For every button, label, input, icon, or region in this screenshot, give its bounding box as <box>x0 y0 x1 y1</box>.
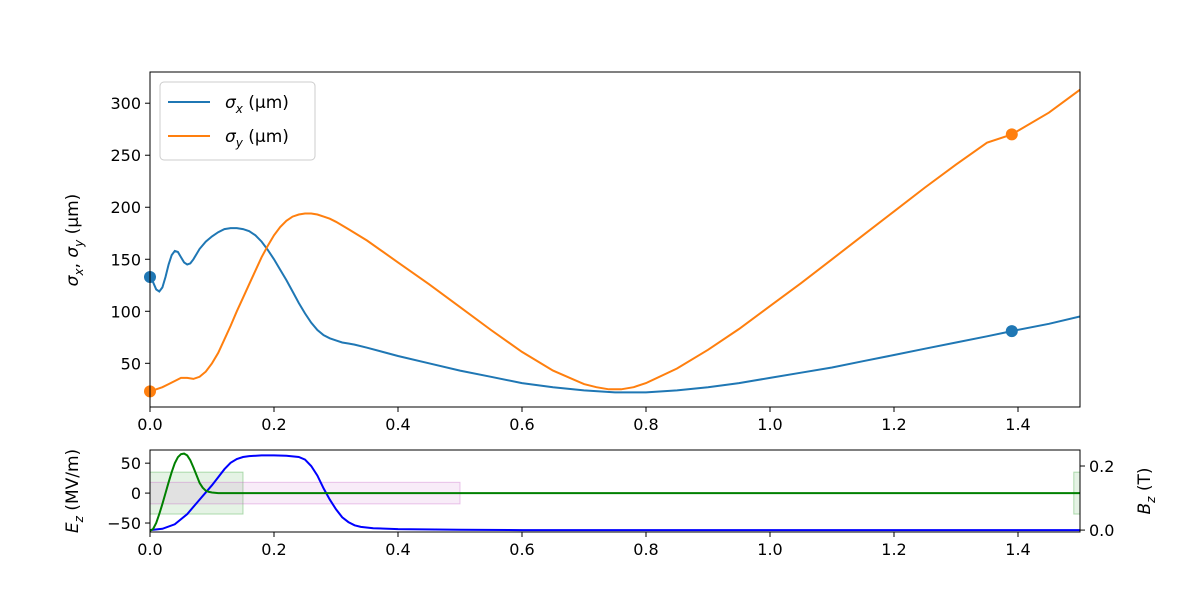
legend-entry-sigma-x: σx (µm) <box>168 93 289 116</box>
top-x-tick-label: 1.4 <box>1005 415 1030 434</box>
top-y-tick-label: 50 <box>121 354 141 373</box>
top-axes-frame <box>149 71 1081 408</box>
top-x-tick-label: 0.6 <box>509 415 534 434</box>
legend-label-sigma-x: σx (µm) <box>225 93 289 116</box>
bottom-x-ticks: 0.0 0.2 0.4 0.6 0.8 1.0 1.2 1.4 <box>137 532 1031 559</box>
bottom-series-lines <box>150 452 1080 532</box>
bottom-y2-tick-label: 0.2 <box>1089 457 1114 476</box>
top-y-tick-label: 150 <box>110 250 141 269</box>
top-y-tick-label: 250 <box>110 146 141 165</box>
bottom-x-tick-label: 0.0 <box>137 540 162 559</box>
top-y-tick-label: 100 <box>110 302 141 321</box>
bottom-x-tick-label: 0.8 <box>633 540 658 559</box>
bottom-x-tick-label: 1.2 <box>881 540 906 559</box>
top-x-tick-label: 0.0 <box>137 415 162 434</box>
top-y-axis-label: σx, σy (µm) <box>63 194 86 287</box>
bottom-y-tick-label: 0 <box>131 484 141 503</box>
top-y-ticks: 50 100 150 200 250 300 <box>110 94 150 373</box>
marker-sigma-x-1 <box>1005 325 1018 338</box>
top-panel: 0.0 0.2 0.4 0.6 0.8 1.0 1.2 1.4 50 100 150 200 250 3… <box>63 71 1081 434</box>
bottom-y-tick-label: −50 <box>107 514 141 533</box>
bottom-x-tick-label: 0.6 <box>509 540 534 559</box>
series-line-ez <box>150 452 1080 532</box>
top-y-tick-label: 200 <box>110 198 141 217</box>
series-line-sigma-y <box>150 88 1080 393</box>
bottom-x-tick-label: 1.0 <box>757 540 782 559</box>
top-x-tick-label: 0.8 <box>633 415 658 434</box>
bottom-axes-frame <box>149 449 1081 533</box>
top-series-lines <box>150 88 1080 394</box>
bottom-y2-axis-label: Bz (T) <box>1135 467 1158 514</box>
series-line-bz <box>150 454 1080 532</box>
bottom-y-ticks: −50 0 50 <box>107 454 150 533</box>
bottom-y2-ticks: 0.0 0.2 <box>1080 457 1114 540</box>
legend-label-sigma-y: σy (µm) <box>225 127 289 150</box>
top-x-tick-label: 0.2 <box>261 415 286 434</box>
top-x-tick-label: 1.2 <box>881 415 906 434</box>
bottom-panel: 0.0 0.2 0.4 0.6 0.8 1.0 1.2 1.4 −50 0 50 0.0 0.2 E… <box>63 449 1158 559</box>
bottom-y2-tick-label: 0.0 <box>1089 521 1114 540</box>
bottom-y-axis-label: Ez (MV/m) <box>63 449 86 533</box>
top-x-ticks: 0.0 0.2 0.4 0.6 0.8 1.0 1.2 1.4 <box>137 407 1031 434</box>
bottom-x-tick-label: 0.4 <box>385 540 410 559</box>
bottom-y-tick-label: 50 <box>121 454 141 473</box>
bottom-x-tick-label: 1.4 <box>1005 540 1030 559</box>
legend-entry-sigma-y: σy (µm) <box>168 127 289 150</box>
series-line-sigma-x <box>150 227 1080 394</box>
bottom-x-tick-label: 0.2 <box>261 540 286 559</box>
legend: σx (µm) σy (µm) <box>159 81 316 161</box>
top-x-tick-label: 1.0 <box>757 415 782 434</box>
top-x-tick-label: 0.4 <box>385 415 410 434</box>
marker-sigma-y-1 <box>1005 128 1018 141</box>
top-y-tick-label: 300 <box>110 94 141 113</box>
